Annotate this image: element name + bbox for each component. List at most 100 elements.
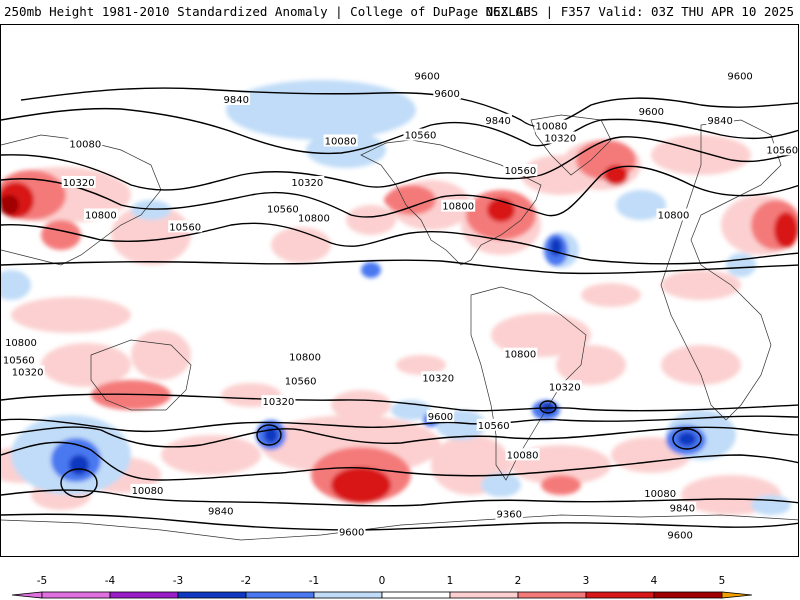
anomaly-region-pos3 (487, 198, 515, 222)
anomaly-region-neg1 (616, 190, 666, 220)
height-contours (1, 87, 798, 531)
coastline (1, 514, 798, 541)
coastline (530, 114, 612, 176)
colorbar-tick-label: -4 (105, 575, 116, 587)
contour-label-bg (323, 134, 358, 147)
anomaly-region-pos1 (41, 343, 131, 387)
contour-label: 10080 (69, 139, 101, 150)
anomaly-region-neg1 (226, 80, 416, 140)
contour-label: 10800 (658, 211, 690, 222)
contour-label-bg (261, 395, 296, 408)
contour-label: 10560 (267, 205, 299, 216)
anomaly-region-pos1 (346, 205, 396, 235)
anomaly-region-pos1 (331, 390, 391, 420)
height-contour (1, 165, 798, 218)
model-run-info: 06Z GFS | F357 Valid: 03Z THU APR 10 202… (485, 4, 794, 19)
colorbar-segment (41, 591, 111, 599)
contour-label: 10560 (504, 166, 536, 177)
colorbar-ticks: -5 -4 -3 -2 -1 0 1 2 3 4 5 (37, 575, 726, 587)
contour-label-bg (283, 374, 318, 387)
contour-label-bg (206, 504, 235, 517)
contour-label: 9600 (428, 412, 453, 423)
contour-label-bg (637, 104, 666, 117)
contour-label: 9840 (707, 116, 732, 127)
closed-low-contour (672, 428, 702, 450)
colorbar-segment (313, 591, 383, 599)
contour-label: 10320 (63, 178, 95, 189)
anomaly-region-pos1 (661, 270, 741, 300)
colorbar-segment (585, 591, 655, 599)
anomaly-region-neg1 (1, 270, 31, 300)
anomaly-region-pos1 (661, 345, 741, 385)
anomaly-region-neg1 (481, 473, 521, 497)
anomaly-region-neg1 (726, 253, 756, 277)
contour-label-bg (130, 483, 165, 496)
anomaly-region-pos2 (91, 380, 171, 410)
contour-label-bg (668, 501, 697, 514)
anomaly-region-pos1 (491, 313, 591, 357)
contour-label: 10800 (5, 338, 37, 349)
colorbar-segment (449, 591, 519, 599)
contour-label-bg (403, 128, 438, 141)
contour-label-bg (61, 175, 96, 188)
contour-label: 10080 (507, 450, 539, 461)
colorbar-tick-label: -2 (241, 575, 251, 587)
anomaly-region-pos1 (11, 297, 131, 333)
contour-label: 10080 (536, 122, 568, 133)
contour-label: 9840 (670, 504, 695, 515)
colorbar-tick-label: 5 (719, 575, 726, 587)
contour-label: 10800 (85, 211, 117, 222)
contour-label: 9600 (414, 71, 439, 82)
anomaly-region-pos2 (41, 220, 81, 250)
contour-label-bg (68, 137, 103, 150)
contour-label-bg (476, 418, 511, 431)
contour-label: 9840 (224, 95, 249, 106)
contour-label: 10800 (442, 202, 474, 213)
contour-label-bg (656, 208, 691, 221)
contour-label: 9600 (667, 530, 692, 541)
anomaly-region-neg3 (678, 432, 696, 446)
contour-label: 9600 (639, 107, 664, 118)
contour-label-bg (83, 208, 118, 221)
anomaly-region-pos1 (396, 355, 446, 375)
height-contour (1, 489, 798, 507)
anomaly-region-neg3 (69, 455, 89, 475)
height-contour (1, 222, 798, 265)
contour-label-bg (3, 335, 38, 348)
colorbar-tick-label: 4 (651, 575, 658, 587)
contour-label-bg (168, 220, 203, 233)
colorbar-segment (177, 591, 247, 599)
contour-label: 9600 (339, 527, 364, 538)
contour-label-bg (505, 448, 540, 461)
colorbar-tick-label: -5 (37, 575, 47, 587)
coastline (360, 139, 542, 266)
height-contour (1, 107, 798, 155)
contour-label-bg (265, 202, 300, 215)
contour-label: 10080 (325, 136, 357, 147)
colorbar-segment (653, 591, 723, 599)
contour-label: 10320 (544, 134, 576, 145)
contour-label-bg (706, 113, 734, 126)
colorbar: -5 -4 -3 -2 -1 0 1 2 3 4 5 (11, 575, 753, 599)
contour-label: 10320 (291, 178, 323, 189)
height-contour (1, 259, 798, 275)
contour-label-bg (547, 380, 582, 393)
colorbar-tick-label: 2 (515, 575, 522, 587)
height-contour (1, 136, 798, 191)
contour-label-bg (421, 371, 456, 384)
contour-label-bg (222, 93, 251, 106)
contour-label: 10800 (298, 213, 330, 224)
contour-label-bg (441, 199, 476, 212)
anomaly-region-pos2 (541, 475, 581, 495)
contour-label-bg (503, 347, 538, 360)
contour-label: 9840 (208, 507, 233, 518)
colorbar-arrow-left (11, 591, 43, 599)
anomaly-region-pos1 (556, 345, 626, 385)
colorbar-tick-label: 3 (583, 575, 590, 587)
contour-label-bg (643, 486, 678, 499)
contour-label-bg (726, 69, 754, 82)
contour-label: 10560 (3, 356, 35, 367)
contour-label: 9840 (485, 116, 510, 127)
